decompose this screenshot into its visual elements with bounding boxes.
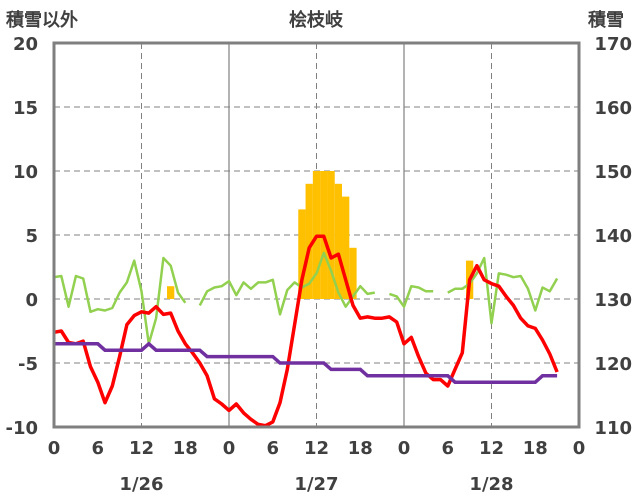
left-tick-label: 0 <box>25 290 38 311</box>
date-label: 1/28 <box>469 474 513 495</box>
x-tick-label: 6 <box>91 438 104 459</box>
left-tick-label: -10 <box>5 418 38 439</box>
series-lines <box>53 234 559 428</box>
x-tick-label: 18 <box>523 438 548 459</box>
x-tick-label: 0 <box>48 438 61 459</box>
left-tick-label: -5 <box>18 354 38 375</box>
precipitation-bar <box>167 286 175 299</box>
right-tick-label: 170 <box>594 34 632 55</box>
temperature-line <box>53 234 559 428</box>
date-label: 1/26 <box>119 474 163 495</box>
x-tick-label: 0 <box>573 438 586 459</box>
x-tick-label: 6 <box>266 438 279 459</box>
x-axis-ticks: 0 6 12 18 0 6 12 18 0 6 12 18 0 <box>48 438 586 459</box>
x-tick-label: 12 <box>479 438 504 459</box>
wind-line <box>53 251 559 346</box>
precipitation-bar <box>349 247 357 299</box>
x-tick-label: 6 <box>441 438 454 459</box>
right-tick-label: 120 <box>594 354 632 375</box>
left-tick-label: 15 <box>13 98 38 119</box>
chart-title: 桧枝岐 <box>289 9 344 31</box>
right-tick-label: 150 <box>594 162 632 183</box>
right-axis-ticks: 170 160 150 140 130 120 110 <box>594 34 632 439</box>
precipitation-bar <box>305 183 313 299</box>
x-tick-label: 12 <box>129 438 154 459</box>
left-axis-ticks: 20 15 10 5 0 -5 -10 <box>5 34 38 439</box>
left-tick-label: 20 <box>13 34 38 55</box>
left-tick-label: 10 <box>13 162 38 183</box>
right-tick-label: 140 <box>594 226 632 247</box>
plot-area-frame <box>52 41 581 429</box>
right-tick-label: 160 <box>594 98 632 119</box>
snow-depth-line <box>54 341 558 384</box>
precipitation-bar <box>342 196 350 299</box>
date-label: 1/27 <box>294 474 338 495</box>
left-axis-label: 積雪以外 <box>5 9 78 31</box>
precipitation-bar <box>298 209 306 299</box>
precipitation-bar <box>327 171 335 299</box>
x-tick-label: 12 <box>304 438 329 459</box>
right-tick-label: 110 <box>594 418 632 439</box>
x-tick-label: 0 <box>398 438 411 459</box>
x-tick-label: 0 <box>223 438 236 459</box>
x-tick-label: 18 <box>173 438 198 459</box>
x-tick-label: 18 <box>348 438 373 459</box>
precipitation-bar <box>334 183 343 299</box>
right-axis-label: 積雪 <box>587 9 624 31</box>
right-tick-label: 130 <box>594 290 632 311</box>
left-tick-label: 5 <box>25 226 38 247</box>
date-labels: 1/26 1/27 1/28 <box>119 474 513 495</box>
